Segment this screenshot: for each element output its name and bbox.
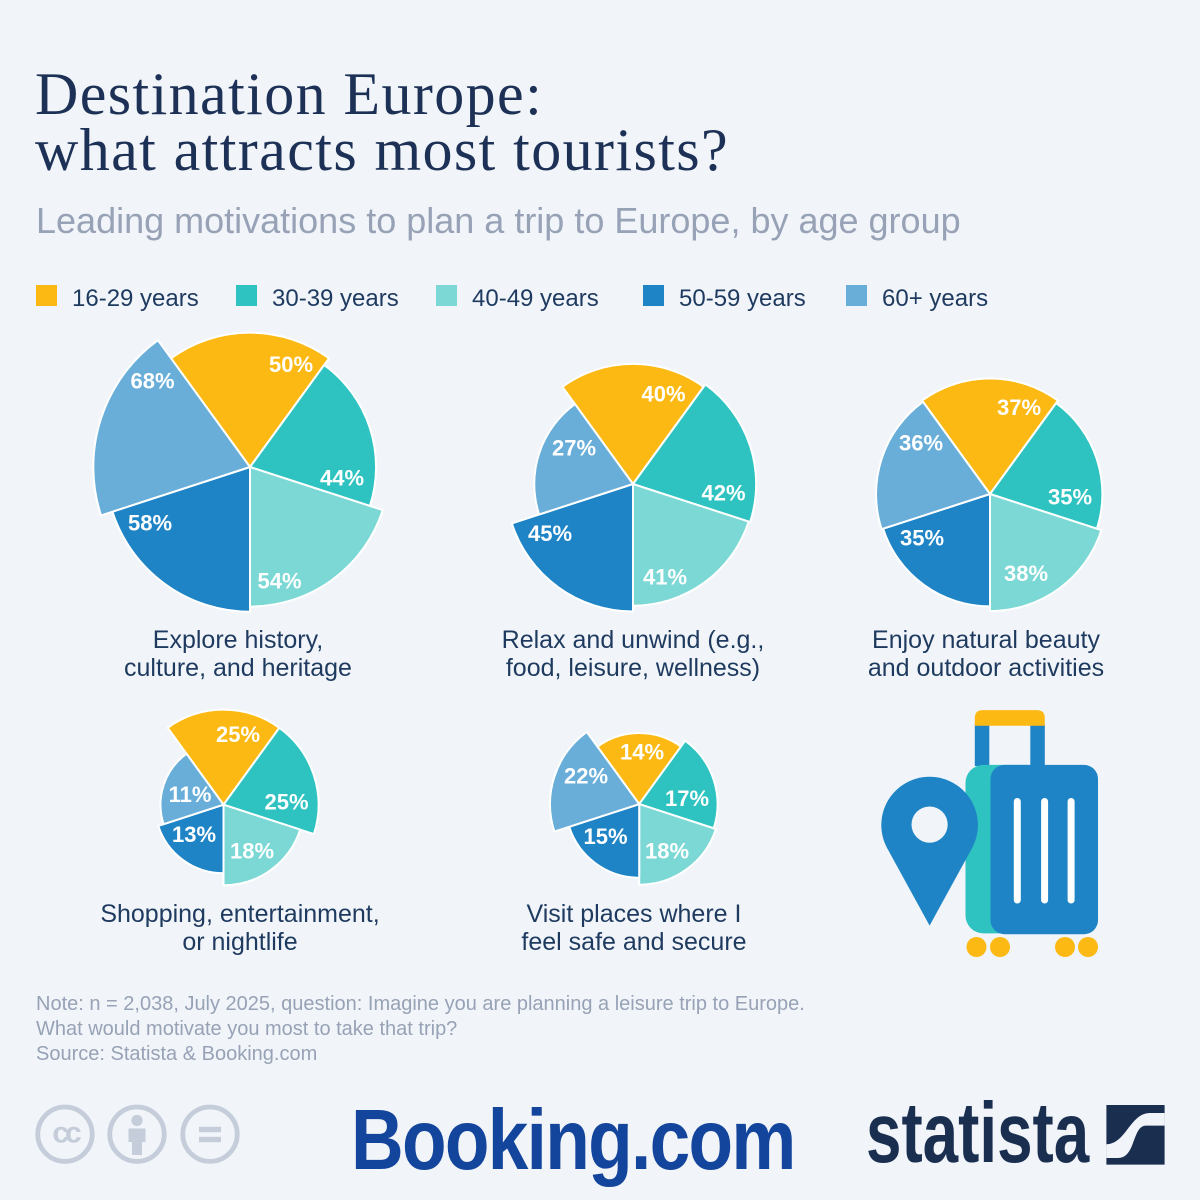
- svg-text:42%: 42%: [701, 481, 745, 506]
- svg-text:58%: 58%: [128, 511, 172, 536]
- svg-text:25%: 25%: [216, 722, 260, 747]
- svg-text:68%: 68%: [130, 369, 174, 394]
- svg-text:15%: 15%: [583, 824, 627, 849]
- svg-text:statista: statista: [866, 1090, 1090, 1180]
- svg-text:40%: 40%: [641, 382, 685, 407]
- svg-text:36%: 36%: [899, 431, 943, 456]
- svg-text:27%: 27%: [552, 436, 596, 461]
- svg-text:44%: 44%: [320, 466, 364, 491]
- svg-text:37%: 37%: [997, 395, 1041, 420]
- svg-text:50%: 50%: [269, 352, 313, 377]
- svg-text:cc: cc: [52, 1117, 81, 1150]
- svg-text:25%: 25%: [264, 790, 308, 815]
- svg-text:17%: 17%: [665, 786, 709, 811]
- svg-text:35%: 35%: [900, 526, 944, 551]
- svg-text:54%: 54%: [257, 569, 301, 594]
- svg-text:22%: 22%: [564, 764, 608, 789]
- svg-text:38%: 38%: [1004, 561, 1048, 586]
- svg-text:14%: 14%: [620, 740, 664, 765]
- svg-text:18%: 18%: [230, 839, 274, 864]
- svg-text:18%: 18%: [645, 839, 689, 864]
- svg-text:41%: 41%: [643, 565, 687, 590]
- svg-text:13%: 13%: [172, 822, 216, 847]
- svg-text:45%: 45%: [528, 521, 572, 546]
- svg-text:11%: 11%: [169, 782, 212, 807]
- svg-text:35%: 35%: [1048, 485, 1092, 510]
